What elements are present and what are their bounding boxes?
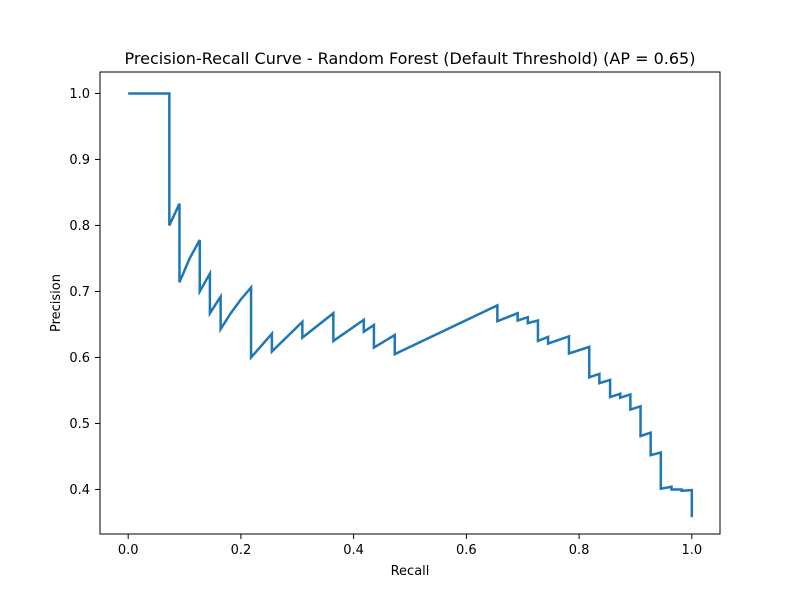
x-tick-label: 1.0 <box>681 543 702 558</box>
chart-title: Precision-Recall Curve - Random Forest (… <box>125 49 696 68</box>
ticks-layer: 0.0 0.2 0.4 0.6 0.8 1.0 0.4 0.5 0.6 0.7 0.8 0.9 1.0 <box>69 87 702 558</box>
x-tick-label: 0.8 <box>569 543 590 558</box>
x-tick-label: 0.4 <box>343 543 364 558</box>
y-tick-label: 0.4 <box>69 483 90 498</box>
x-tick-label: 0.0 <box>118 543 139 558</box>
axes-frame <box>99 71 721 535</box>
x-tick-label: 0.6 <box>456 543 477 558</box>
y-tick-label: 1.0 <box>69 87 90 102</box>
x-axis-title: Recall <box>391 564 430 579</box>
plot-area <box>100 72 720 534</box>
y-tick-label: 0.8 <box>69 219 90 234</box>
y-tick-label: 0.5 <box>69 417 90 432</box>
y-tick-label: 0.7 <box>69 285 90 300</box>
series-layer <box>128 92 694 518</box>
pr-curve-line <box>128 92 694 518</box>
x-tick-label: 0.2 <box>231 543 252 558</box>
y-tick-label: 0.6 <box>69 351 90 366</box>
y-axis-title: Precision <box>49 274 64 332</box>
y-tick-label: 0.9 <box>69 153 90 168</box>
